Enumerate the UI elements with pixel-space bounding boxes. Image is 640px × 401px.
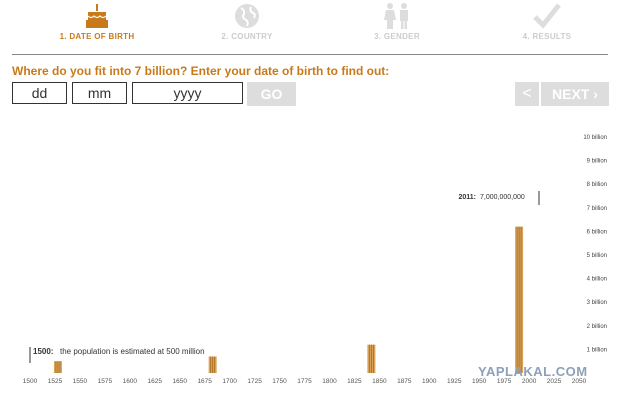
next-label: NEXT (552, 86, 590, 102)
y-tick-label: 8 billion (587, 182, 607, 188)
x-tick-label: 1875 (397, 378, 412, 385)
go-button[interactable]: GO (247, 82, 296, 106)
x-tick-label: 1600 (123, 378, 138, 385)
step-label: 4. RESULTS (522, 32, 572, 41)
x-tick-label: 1800 (322, 378, 337, 385)
step-date-of-birth[interactable]: 1. DATE OF BIRTH (22, 0, 172, 54)
x-tick-label: 1675 (197, 378, 212, 385)
progress-steps: 1. DATE OF BIRTH 2. COUNTRY 3. GENDER (12, 0, 608, 55)
step-country[interactable]: 2. COUNTRY (172, 0, 322, 54)
x-tick-label: 1500 (23, 378, 38, 385)
x-tick-label: 1625 (148, 378, 163, 385)
x-tick-label: 2000 (522, 378, 537, 385)
step-label: 1. DATE OF BIRTH (59, 32, 135, 41)
population-bar (367, 344, 376, 373)
next-button[interactable]: NEXT › (541, 82, 609, 106)
form-heading: Where do you fit into 7 billion? Enter y… (12, 64, 390, 78)
y-tick-label: 6 billion (587, 229, 607, 235)
y-tick-label: 3 billion (587, 300, 607, 306)
gender-icon (382, 2, 412, 35)
population-bar (53, 361, 62, 373)
population-bar (208, 356, 217, 373)
x-tick-label: 1700 (222, 378, 237, 385)
globe-icon (233, 2, 261, 35)
x-tick-label: 1775 (297, 378, 312, 385)
y-tick-label: 10 billion (583, 135, 607, 141)
population-chart: 1 billion 2 billion 3 billion 4 billion 5 bi… (23, 135, 607, 385)
y-tick-label: 7 billion (587, 206, 607, 212)
x-tick-label: 1925 (447, 378, 462, 385)
x-tick-label: 1550 (73, 378, 88, 385)
x-tick-label: 1900 (422, 378, 437, 385)
watermark: YAPLAKAL.COM (478, 364, 588, 379)
step-gender[interactable]: 3. GENDER (322, 0, 472, 54)
chevron-right-icon: › (593, 86, 598, 102)
y-tick-label: 4 billion (587, 277, 607, 283)
cake-icon (84, 2, 110, 35)
x-tick-label: 1725 (247, 378, 262, 385)
x-tick-label: 1525 (48, 378, 63, 385)
x-tick-label: 1750 (272, 378, 287, 385)
x-tick-label: 1650 (172, 378, 187, 385)
month-input[interactable]: mm (72, 82, 127, 104)
y-tick-label: 5 billion (587, 253, 607, 259)
x-tick-label: 1575 (98, 378, 113, 385)
annotation-now-year: 2011: (458, 194, 476, 201)
x-tick-label: 1850 (372, 378, 387, 385)
year-input[interactable]: yyyy (132, 82, 243, 104)
step-label: 3. GENDER (374, 32, 420, 41)
prev-button[interactable]: < (515, 82, 539, 106)
y-tick-label: 2 billion (587, 324, 607, 330)
step-results[interactable]: 4. RESULTS (472, 0, 622, 54)
x-tick-label: 2050 (572, 378, 587, 385)
day-input[interactable]: dd (12, 82, 67, 104)
y-tick-label: 1 billion (587, 347, 607, 353)
x-tick-label: 1825 (347, 378, 362, 385)
step-label: 2. COUNTRY (221, 32, 273, 41)
x-tick-label: 2025 (547, 378, 562, 385)
prev-label: < (522, 85, 532, 102)
annotation-start-year: 1500: (33, 347, 53, 356)
population-bar (515, 226, 524, 373)
checkmark-icon (532, 2, 562, 35)
x-tick-label: 1950 (472, 378, 487, 385)
x-tick-label: 1975 (497, 378, 512, 385)
annotation-start-text: the population is estimated at 500 milli… (60, 347, 205, 356)
y-tick-label: 9 billion (587, 159, 607, 165)
annotation-now-value: 7,000,000,000 (480, 194, 525, 201)
